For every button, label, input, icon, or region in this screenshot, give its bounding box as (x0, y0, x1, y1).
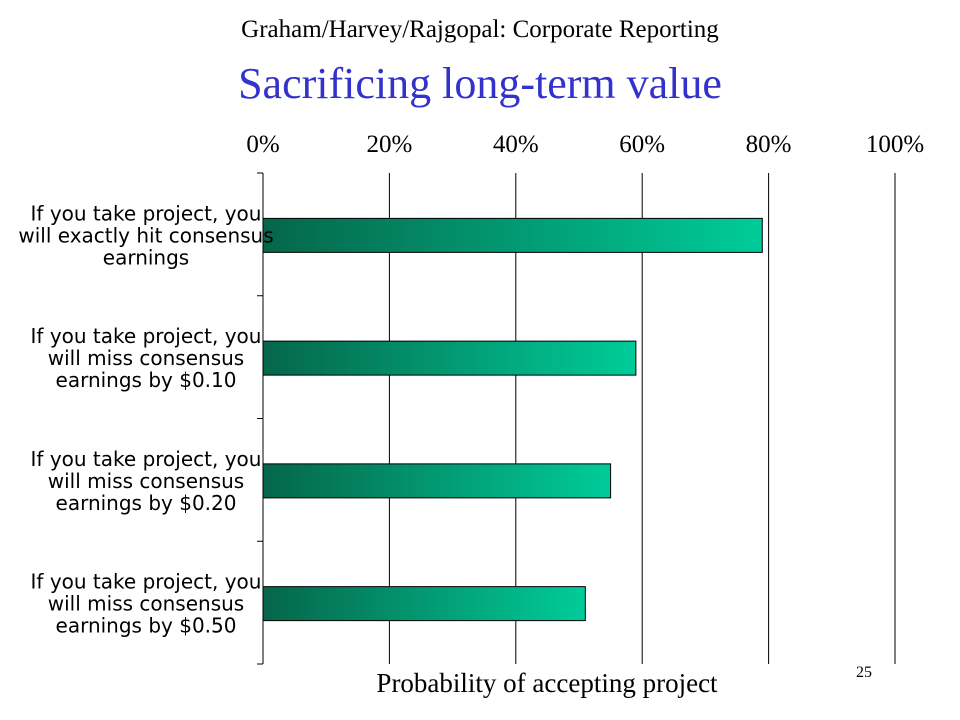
tick-labels: 0% 20% 40% 60% 80% 100% (246, 131, 924, 158)
x-tick-label: 40% (493, 131, 539, 158)
x-tick-label: 20% (366, 131, 412, 158)
bars (262, 217, 763, 622)
category-labels: If you take project, you will exactly hit… (18, 201, 273, 637)
x-axis-label: Probability of accepting project (376, 668, 718, 698)
category-label: If you take project, you will exactly hit… (18, 201, 273, 269)
slide-header: Graham/Harvey/Rajgopal: Corporate Report… (241, 16, 719, 43)
slide-title: Sacrificing long-term value (238, 59, 722, 108)
slide-number: 25 (856, 664, 872, 681)
bar-1 (262, 217, 763, 253)
x-tick-label: 80% (746, 131, 792, 158)
bar-4 (262, 586, 586, 622)
x-tick-label: 100% (866, 131, 924, 158)
bar-3 (262, 463, 612, 499)
category-label: If you take project, you will miss consen… (31, 570, 262, 638)
x-tick-label: 0% (246, 131, 279, 158)
category-label: If you take project, you will miss consen… (31, 447, 262, 515)
grid-lines (257, 172, 896, 665)
bar-2 (262, 340, 637, 376)
category-label: If you take project, you will miss consen… (31, 324, 262, 392)
x-tick-label: 60% (619, 131, 665, 158)
